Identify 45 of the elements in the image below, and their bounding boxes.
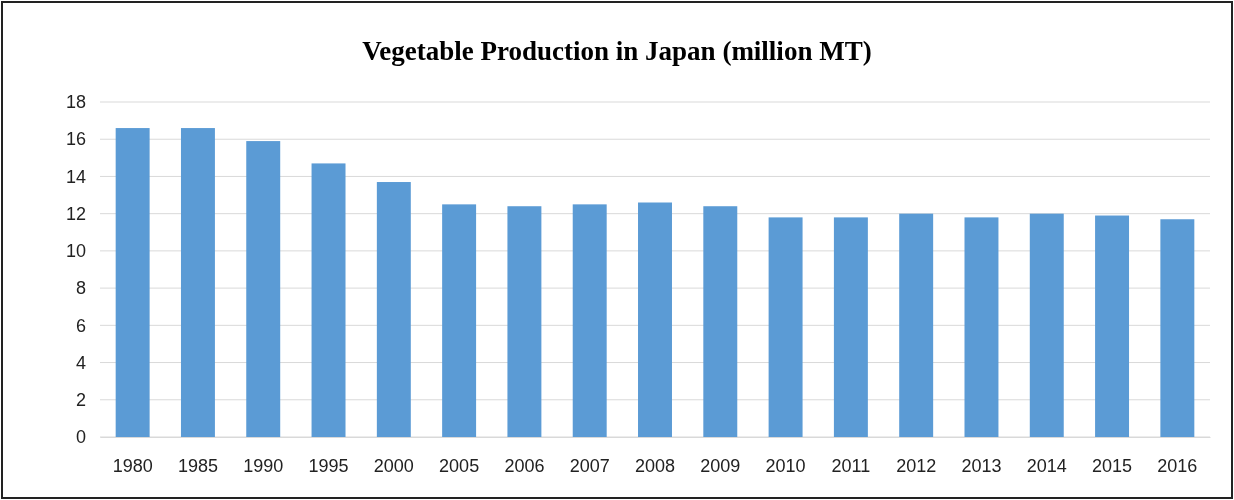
y-tick-label: 8 (75, 278, 86, 299)
y-tick-label: 10 (65, 241, 86, 262)
y-tick-label: 16 (65, 129, 86, 150)
y-tick-label: 12 (65, 203, 86, 224)
y-tick-label: 0 (75, 427, 86, 448)
x-tick-label: 2008 (634, 455, 676, 476)
x-tick-label: 1985 (177, 455, 218, 476)
bar (376, 182, 411, 437)
y-tick-label: 2 (75, 390, 86, 411)
bar (311, 163, 346, 437)
x-tick-label: 1990 (243, 455, 284, 476)
x-tick-label: 2013 (961, 455, 1002, 476)
x-tick-label: 2011 (831, 455, 871, 476)
bar (572, 204, 607, 437)
bar (1029, 213, 1064, 437)
bar (246, 141, 281, 437)
x-tick-label: 1995 (308, 455, 349, 476)
x-tick-label: 2015 (1092, 455, 1133, 476)
bar (1095, 215, 1130, 437)
x-tick-label: 2012 (896, 455, 937, 476)
y-tick-label: 18 (65, 92, 86, 113)
bar (768, 217, 803, 437)
y-tick-label: 14 (65, 166, 86, 187)
bar (899, 213, 934, 437)
bar (703, 206, 738, 437)
x-tick-label: 2014 (1026, 455, 1067, 476)
bar (638, 202, 672, 437)
bar (1160, 219, 1195, 437)
bar (442, 204, 477, 437)
bar (180, 128, 215, 437)
x-tick-label: 2005 (439, 455, 480, 476)
x-tick-label: 2016 (1157, 455, 1198, 476)
y-tick-label: 6 (75, 315, 86, 336)
chart-title: Vegetable Production in Japan (million MT) (362, 36, 872, 66)
x-tick-label: 2010 (765, 455, 806, 476)
x-tick-label: 1980 (112, 455, 153, 476)
x-tick-label: 2009 (700, 455, 741, 476)
bar (833, 217, 868, 437)
bar (507, 206, 542, 437)
bar (115, 128, 150, 437)
y-tick-label: 4 (75, 352, 86, 373)
x-tick-label: 2000 (373, 455, 414, 476)
x-tick-label: 2007 (569, 455, 610, 476)
bar (964, 217, 999, 437)
x-tick-label: 2006 (504, 455, 545, 476)
